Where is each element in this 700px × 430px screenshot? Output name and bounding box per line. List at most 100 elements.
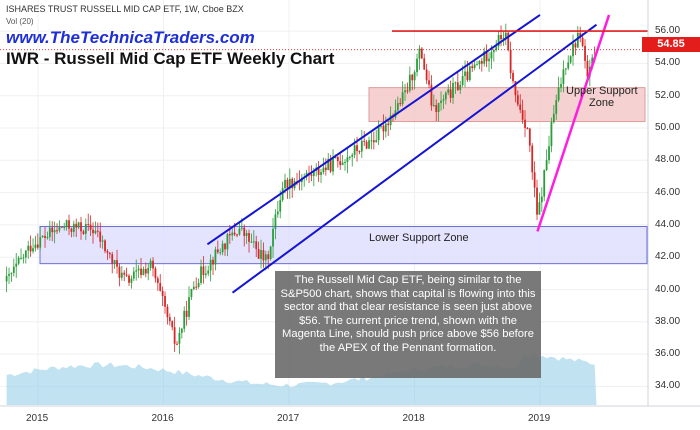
candle-down bbox=[581, 37, 584, 46]
candle-up bbox=[142, 268, 145, 276]
candle-down bbox=[509, 49, 512, 73]
candle-up bbox=[46, 237, 49, 239]
candle-down bbox=[161, 290, 164, 296]
candle-up bbox=[384, 123, 387, 132]
candle-up bbox=[137, 268, 140, 271]
candle-up bbox=[375, 140, 378, 143]
upper-support-zone bbox=[368, 87, 646, 123]
candle-up bbox=[10, 272, 13, 274]
candle-down bbox=[236, 234, 238, 236]
candle-up bbox=[346, 157, 349, 162]
candle-up bbox=[20, 257, 22, 259]
candle-up bbox=[396, 103, 399, 111]
candle-down bbox=[387, 123, 390, 126]
candle-down bbox=[586, 60, 589, 77]
candle-down bbox=[168, 317, 171, 322]
candle-up bbox=[478, 61, 481, 65]
candle-up bbox=[221, 243, 224, 253]
candle-down bbox=[574, 43, 577, 48]
candle-up bbox=[452, 83, 454, 98]
candle-up bbox=[276, 211, 279, 215]
candle-down bbox=[195, 286, 198, 288]
candle-up bbox=[461, 76, 464, 86]
candle-up bbox=[132, 271, 135, 279]
candle-up bbox=[490, 52, 493, 59]
lower-support-label: Lower Support Zone bbox=[369, 232, 469, 244]
candle-down bbox=[82, 231, 85, 234]
candle-down bbox=[372, 140, 375, 143]
y-tick-label: 52.00 bbox=[655, 89, 681, 101]
candle-down bbox=[514, 81, 517, 96]
x-tick-label: 2016 bbox=[151, 413, 174, 424]
candle-up bbox=[204, 273, 207, 276]
candle-up bbox=[135, 270, 138, 272]
candle-down bbox=[365, 141, 368, 149]
candle-up bbox=[567, 62, 570, 69]
channel-upper-line bbox=[206, 14, 541, 246]
y-tick-label: 48.00 bbox=[655, 154, 681, 166]
candle-up bbox=[557, 87, 560, 101]
candle-down bbox=[118, 266, 121, 278]
candle-down bbox=[356, 145, 358, 151]
candle-down bbox=[156, 278, 159, 283]
candle-up bbox=[72, 223, 75, 232]
candle-up bbox=[188, 297, 190, 317]
candle-up bbox=[24, 250, 27, 258]
y-tick-label: 38.00 bbox=[655, 315, 681, 327]
candle-up bbox=[207, 270, 210, 274]
candle-up bbox=[416, 58, 418, 73]
candle-up bbox=[312, 170, 315, 176]
candle-up bbox=[48, 227, 51, 238]
candle-up bbox=[209, 259, 212, 271]
candle-up bbox=[264, 254, 267, 261]
candle-down bbox=[291, 178, 294, 189]
candle-down bbox=[286, 179, 289, 189]
candle-up bbox=[459, 85, 462, 90]
candle-up bbox=[454, 82, 457, 84]
x-tick-label: 2017 bbox=[277, 413, 300, 424]
candle-up bbox=[545, 160, 548, 171]
candle-up bbox=[404, 90, 406, 93]
candle-down bbox=[420, 48, 423, 59]
candle-down bbox=[363, 140, 366, 142]
candle-down bbox=[428, 80, 430, 85]
candle-down bbox=[531, 145, 534, 173]
candle-up bbox=[260, 250, 262, 259]
candle-up bbox=[368, 140, 370, 149]
y-tick-label: 36.00 bbox=[655, 348, 681, 360]
candle-up bbox=[17, 257, 20, 264]
candle-up bbox=[444, 92, 447, 100]
candle-down bbox=[500, 35, 502, 40]
candle-down bbox=[224, 243, 226, 250]
candle-up bbox=[147, 267, 150, 274]
candle-down bbox=[512, 72, 514, 82]
x-tick-label: 2019 bbox=[528, 413, 551, 424]
candle-up bbox=[332, 158, 334, 172]
candle-down bbox=[456, 82, 459, 90]
candle-up bbox=[41, 235, 44, 238]
candle-up bbox=[341, 162, 344, 166]
candle-up bbox=[389, 115, 392, 126]
y-tick-label: 44.00 bbox=[655, 218, 681, 230]
candle-down bbox=[528, 128, 531, 146]
candle-down bbox=[336, 156, 339, 162]
candle-up bbox=[442, 99, 445, 101]
last-price-badge: 54.85 bbox=[642, 37, 700, 52]
candle-down bbox=[310, 174, 313, 176]
candle-down bbox=[228, 234, 231, 236]
candle-down bbox=[56, 230, 58, 232]
candle-down bbox=[36, 244, 39, 248]
candle-up bbox=[473, 64, 476, 69]
candle-down bbox=[317, 167, 320, 175]
candle-down bbox=[521, 109, 524, 120]
candle-down bbox=[125, 274, 128, 276]
candle-up bbox=[130, 278, 133, 283]
upper-support-label-line2: Zone bbox=[589, 97, 615, 109]
candle-down bbox=[507, 32, 510, 50]
y-tick-label: 54.00 bbox=[655, 57, 681, 69]
candle-down bbox=[111, 254, 114, 264]
candle-up bbox=[113, 260, 116, 264]
candle-down bbox=[185, 310, 188, 317]
candle-up bbox=[488, 58, 490, 62]
